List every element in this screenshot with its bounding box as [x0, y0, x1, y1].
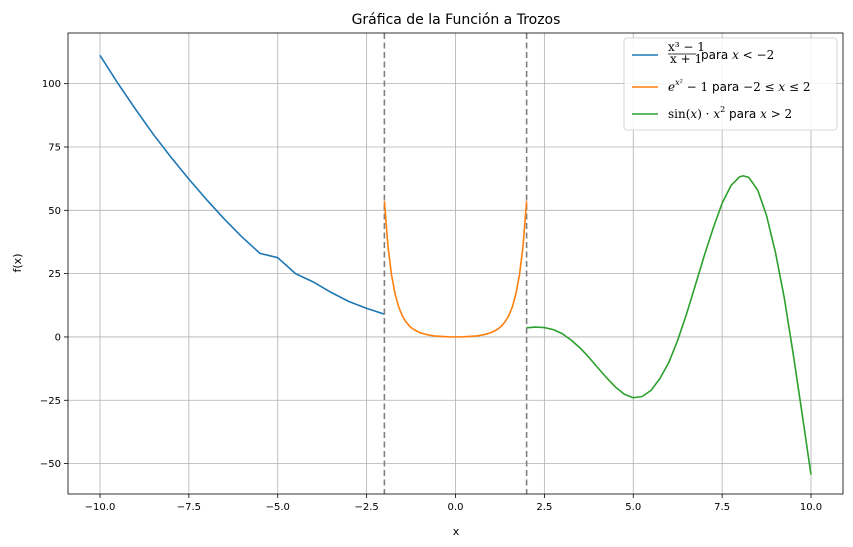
legend-fraction-numerator: x³ − 1: [668, 40, 705, 54]
y-axis-ticks: −50 −25 0 25 50 75 100: [40, 79, 68, 470]
legend-label-exponential: ex² − 1 para −2 ≤ x ≤ 2: [668, 78, 811, 94]
x-tick-label: −2.5: [354, 502, 378, 513]
chart-title: Gráfica de la Función a Trozos: [352, 12, 561, 28]
x-tick-label: 10.0: [800, 502, 822, 513]
y-tick-label: 100: [42, 79, 61, 90]
series-line-sine: [526, 175, 812, 475]
y-tick-label: −25: [40, 396, 61, 407]
legend-fraction-denominator: x + 1: [670, 52, 702, 66]
legend-box: [623, 37, 838, 131]
x-axis-label: x: [453, 525, 460, 538]
y-tick-label: 0: [55, 332, 61, 343]
series-line-rational: [99, 54, 385, 315]
series-lines: [99, 54, 812, 475]
x-tick-label: −7.5: [177, 502, 201, 513]
legend-item-sine: sin(x) · x2 para x > 2: [632, 105, 792, 121]
y-tick-label: 25: [48, 269, 61, 280]
legend-label-sine: sin(x) · x2 para x > 2: [668, 105, 792, 121]
y-tick-label: 50: [48, 206, 61, 217]
x-tick-label: 0.0: [448, 502, 464, 513]
series-line-exponential: [383, 201, 528, 338]
x-axis-ticks: −10.0 −7.5 −5.0 −2.5 0.0 2.5 5.0 7.5 10.0: [85, 494, 822, 513]
x-tick-label: 7.5: [714, 502, 730, 513]
x-tick-label: 5.0: [625, 502, 641, 513]
x-tick-label: −10.0: [85, 502, 116, 513]
vertical-reference-lines: [383, 33, 528, 494]
y-axis-label: f(x): [11, 254, 24, 273]
x-tick-label: −5.0: [266, 502, 290, 513]
x-tick-label: 2.5: [536, 502, 552, 513]
y-tick-label: −50: [40, 459, 61, 470]
legend-item-exponential: ex² − 1 para −2 ≤ x ≤ 2: [632, 78, 811, 94]
y-tick-label: 75: [48, 142, 61, 153]
legend-label-condition: para x < −2: [701, 48, 774, 62]
